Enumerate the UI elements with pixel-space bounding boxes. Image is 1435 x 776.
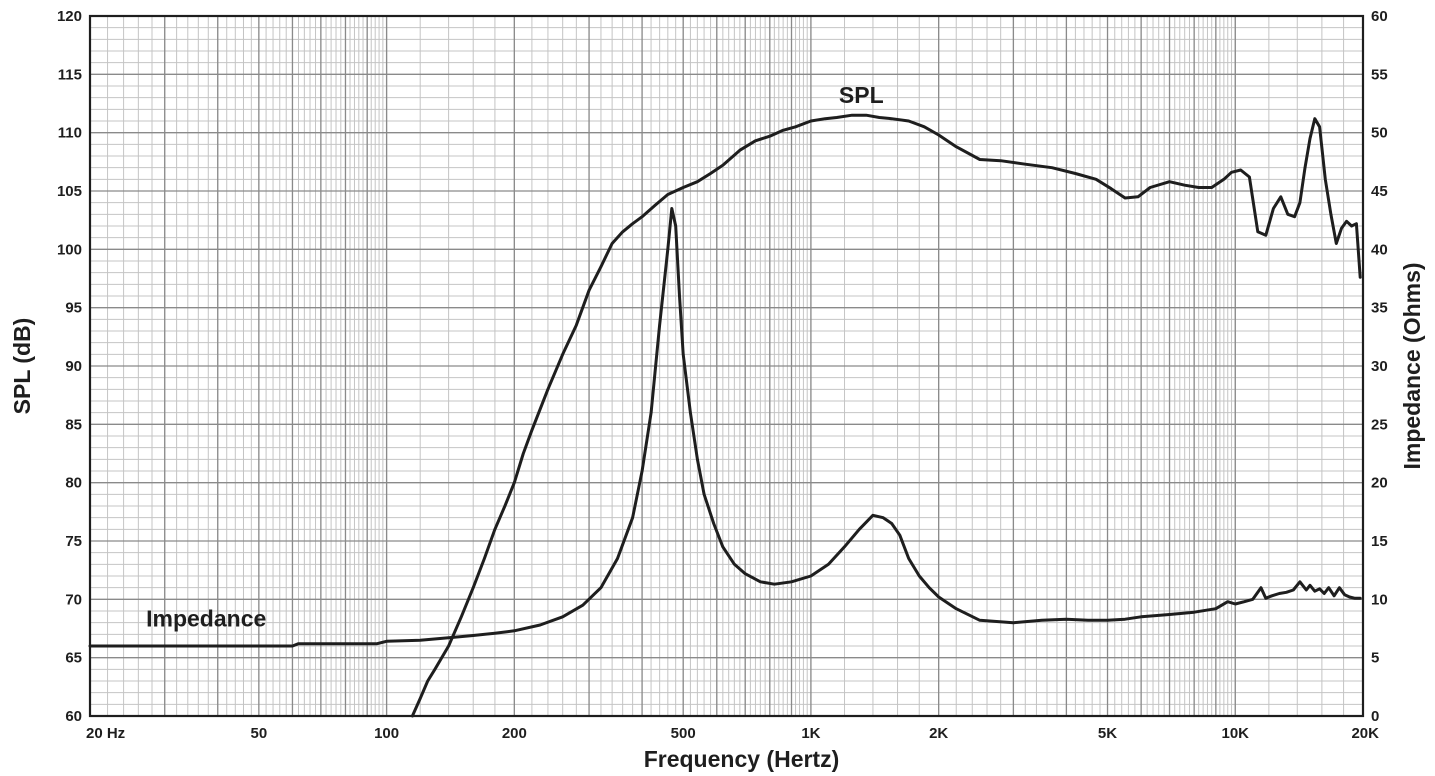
x-tick-label: 2K: [929, 725, 948, 742]
y-tick-label: 75: [65, 533, 82, 550]
x-tick-label: 100: [374, 725, 399, 742]
x-tick-label: 10K: [1221, 725, 1249, 742]
y2-tick-label: 40: [1371, 241, 1388, 258]
y-tick-label: 110: [58, 125, 82, 142]
plot-frame: [88, 14, 1365, 718]
impedance-curve: [88, 207, 1362, 648]
y2-tick-label: 0: [1371, 708, 1379, 725]
x-axis-title: Frequency (Hertz): [644, 746, 840, 772]
y-tick-label: 90: [65, 358, 82, 375]
y2-tick-label: 10: [1371, 591, 1388, 608]
y-axis-title: SPL (dB): [9, 318, 35, 415]
y-tick-label: 60: [65, 708, 82, 725]
y-tick-label: 95: [65, 300, 82, 317]
x-tick-label: 20 Hz: [86, 725, 125, 742]
x-tick-label: 5K: [1098, 725, 1117, 742]
y2-tick-label: 20: [1371, 475, 1388, 492]
y2-tick-label: 50: [1371, 125, 1388, 142]
x-tick-label: 1K: [801, 725, 820, 742]
y2-tick-label: 25: [1371, 416, 1388, 433]
y2-tick-label: 60: [1371, 8, 1388, 25]
y2-tick-label: 15: [1371, 533, 1388, 550]
series-layer: [88, 113, 1362, 718]
x-tick-label: 20K: [1351, 725, 1379, 742]
x-tick-label: 200: [502, 725, 527, 742]
x-tick-label: 500: [671, 725, 696, 742]
y2-tick-label: 5: [1371, 650, 1379, 667]
spl-annotation: SPL: [839, 82, 884, 108]
y2-tick-label: 35: [1371, 300, 1388, 317]
y-tick-label: 85: [65, 416, 82, 433]
spl-curve: [410, 113, 1362, 718]
y2-tick-label: 30: [1371, 358, 1388, 375]
y-tick-label: 100: [57, 241, 82, 258]
impedance-annotation: Impedance: [146, 605, 266, 631]
y-tick-label: 120: [57, 8, 82, 25]
y-tick-label: 105: [57, 183, 82, 200]
tick-labels: 60 65 70 75 80 85 90 95 100 105 110 115 120 0 5 10 15 20 2…: [57, 8, 1388, 742]
y-tick-label: 115: [58, 66, 82, 83]
y-tick-label: 70: [65, 591, 82, 608]
major-grid: [90, 16, 1363, 716]
y2-tick-label: 45: [1371, 183, 1388, 200]
y-tick-label: 65: [65, 650, 82, 667]
x-tick-label: 50: [251, 725, 268, 742]
y-tick-label: 80: [65, 475, 82, 492]
y2-tick-label: 55: [1371, 66, 1388, 83]
y2-axis-title: Impedance (Ohms): [1399, 262, 1425, 469]
